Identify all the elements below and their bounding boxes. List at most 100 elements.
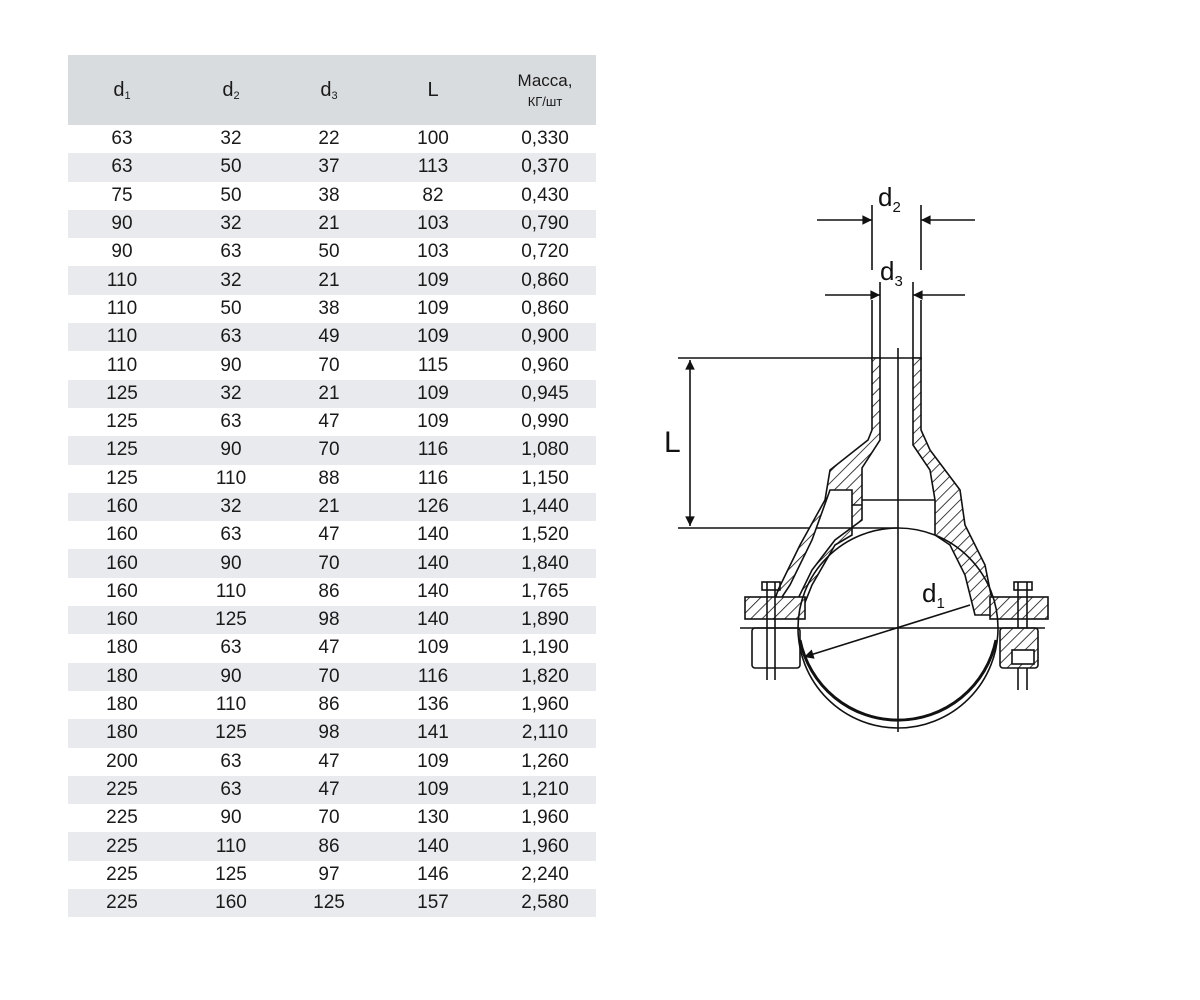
cell-d2: 32 bbox=[220, 213, 242, 235]
table-row: 180 110 86 136 1,960 bbox=[68, 691, 596, 719]
cell-d2: 32 bbox=[220, 269, 242, 291]
cell-d2: 32 bbox=[220, 128, 242, 150]
cell-d3: 70 bbox=[318, 665, 340, 687]
cell-d3: 47 bbox=[318, 411, 340, 433]
table-row: 180 125 98 141 2,110 bbox=[68, 719, 596, 748]
cell-d1: 125 bbox=[106, 439, 138, 461]
table-row: 110 63 49 109 0,900 bbox=[68, 323, 596, 352]
cell-l: 130 bbox=[417, 807, 449, 829]
cell-l: 136 bbox=[417, 694, 449, 716]
header-text: d bbox=[320, 78, 332, 101]
header-text: d bbox=[222, 78, 234, 101]
table-row: 160 110 86 140 1,765 bbox=[68, 578, 596, 606]
cell-d3: 21 bbox=[318, 496, 340, 517]
cell-d1: 225 bbox=[106, 807, 138, 829]
cell-d3: 88 bbox=[318, 467, 340, 489]
table-row: 125 90 70 116 1,080 bbox=[68, 436, 596, 465]
cell-d3: 49 bbox=[318, 326, 340, 348]
cell-d1: 180 bbox=[106, 694, 138, 716]
cell-mass: 1,890 bbox=[521, 609, 569, 631]
table-row: 225 110 86 140 1,960 bbox=[68, 832, 596, 861]
cell-l: 140 bbox=[417, 524, 449, 546]
header-text: L bbox=[427, 78, 439, 101]
d2-dimension bbox=[817, 205, 975, 270]
table-body: 63 32 22 100 0,330 63 50 37 113 0,370 75 50 38 82 0,43… bbox=[68, 125, 596, 918]
cell-l: 109 bbox=[417, 326, 449, 348]
cell-d2: 125 bbox=[215, 722, 247, 744]
cell-d1: 160 bbox=[106, 524, 138, 546]
branch-wall-left bbox=[768, 357, 881, 616]
cell-d3: 125 bbox=[313, 892, 345, 914]
cell-d1: 90 bbox=[111, 213, 133, 235]
cell-d1: 63 bbox=[111, 156, 133, 178]
cell-l: 103 bbox=[417, 241, 449, 263]
cell-d2: 50 bbox=[220, 156, 242, 178]
cell-l: 109 bbox=[417, 297, 449, 319]
cell-mass: 1,960 bbox=[521, 807, 569, 829]
table-row: 90 63 50 103 0,720 bbox=[68, 238, 596, 266]
header-text: d bbox=[113, 78, 125, 101]
cell-d3: 22 bbox=[318, 128, 340, 150]
header-sub: 2 bbox=[233, 89, 240, 102]
cell-d2: 90 bbox=[220, 354, 242, 376]
cell-d3: 86 bbox=[318, 580, 340, 602]
cell-d2: 110 bbox=[215, 580, 247, 602]
cell-mass: 0,990 bbox=[521, 411, 569, 433]
dimensions-table: d1 d2 d3 L Масса, КГ/шт 63 32 22 100 0,330 63 5… bbox=[68, 55, 596, 918]
l-dimension bbox=[678, 357, 921, 529]
cell-d3: 38 bbox=[318, 184, 340, 206]
cell-d3: 21 bbox=[318, 382, 340, 404]
table-row: 110 32 21 109 0,860 bbox=[68, 266, 596, 295]
cell-d2: 90 bbox=[220, 552, 242, 574]
cell-d3: 47 bbox=[318, 778, 340, 800]
header-text: Масса, bbox=[517, 71, 573, 90]
cell-d1: 110 bbox=[106, 354, 138, 376]
table-row: 90 32 21 103 0,790 bbox=[68, 209, 596, 239]
cell-d2: 63 bbox=[220, 241, 242, 263]
cell-d2: 90 bbox=[220, 807, 242, 829]
cell-d1: 110 bbox=[106, 297, 138, 319]
cell-d1: 125 bbox=[106, 467, 138, 489]
header-l: L bbox=[372, 79, 494, 102]
cell-mass: 0,960 bbox=[521, 354, 569, 376]
table-row: 125 110 88 116 1,150 bbox=[68, 465, 596, 493]
label-d2: d2 bbox=[878, 182, 901, 216]
table-row: 75 50 38 82 0,430 bbox=[68, 182, 596, 210]
cell-mass: 2,580 bbox=[521, 892, 569, 914]
table-row: 125 63 47 109 0,990 bbox=[68, 408, 596, 436]
cell-d2: 90 bbox=[220, 665, 242, 687]
cell-d1: 160 bbox=[106, 580, 138, 602]
cell-mass: 1,210 bbox=[521, 778, 569, 800]
cell-mass: 0,900 bbox=[521, 326, 569, 348]
cell-mass: 0,370 bbox=[521, 156, 569, 178]
cell-l: 126 bbox=[417, 496, 449, 517]
cell-d2: 110 bbox=[215, 694, 247, 716]
cell-l: 109 bbox=[417, 750, 449, 772]
cell-l: 116 bbox=[417, 467, 449, 489]
cell-d3: 97 bbox=[318, 863, 340, 885]
cell-d3: 86 bbox=[318, 835, 340, 857]
table-row: 110 90 70 115 0,960 bbox=[68, 351, 596, 379]
table-row: 160 125 98 140 1,890 bbox=[68, 606, 596, 635]
table-row: 63 32 22 100 0,330 bbox=[68, 125, 596, 153]
header-sub: 1 bbox=[124, 89, 131, 102]
cell-l: 109 bbox=[417, 269, 449, 291]
label-l: L bbox=[664, 426, 681, 459]
cell-d3: 70 bbox=[318, 552, 340, 574]
cell-d2: 32 bbox=[220, 496, 242, 517]
cell-mass: 0,790 bbox=[521, 213, 569, 235]
cell-d1: 110 bbox=[106, 326, 138, 348]
cell-d2: 125 bbox=[215, 609, 247, 631]
cell-mass: 1,260 bbox=[521, 750, 569, 772]
table-row: 160 90 70 140 1,840 bbox=[68, 549, 596, 578]
header-d1: d1 bbox=[68, 79, 176, 102]
cell-l: 113 bbox=[417, 156, 449, 178]
cell-mass: 1,960 bbox=[521, 835, 569, 857]
table-row: 225 160 125 157 2,580 bbox=[68, 889, 596, 918]
header-unit: КГ/шт bbox=[527, 94, 563, 109]
cell-d2: 125 bbox=[215, 863, 247, 885]
cell-d1: 180 bbox=[106, 637, 138, 659]
cell-d1: 225 bbox=[106, 863, 138, 885]
cell-mass: 1,840 bbox=[521, 552, 569, 574]
cell-mass: 0,945 bbox=[521, 382, 569, 404]
